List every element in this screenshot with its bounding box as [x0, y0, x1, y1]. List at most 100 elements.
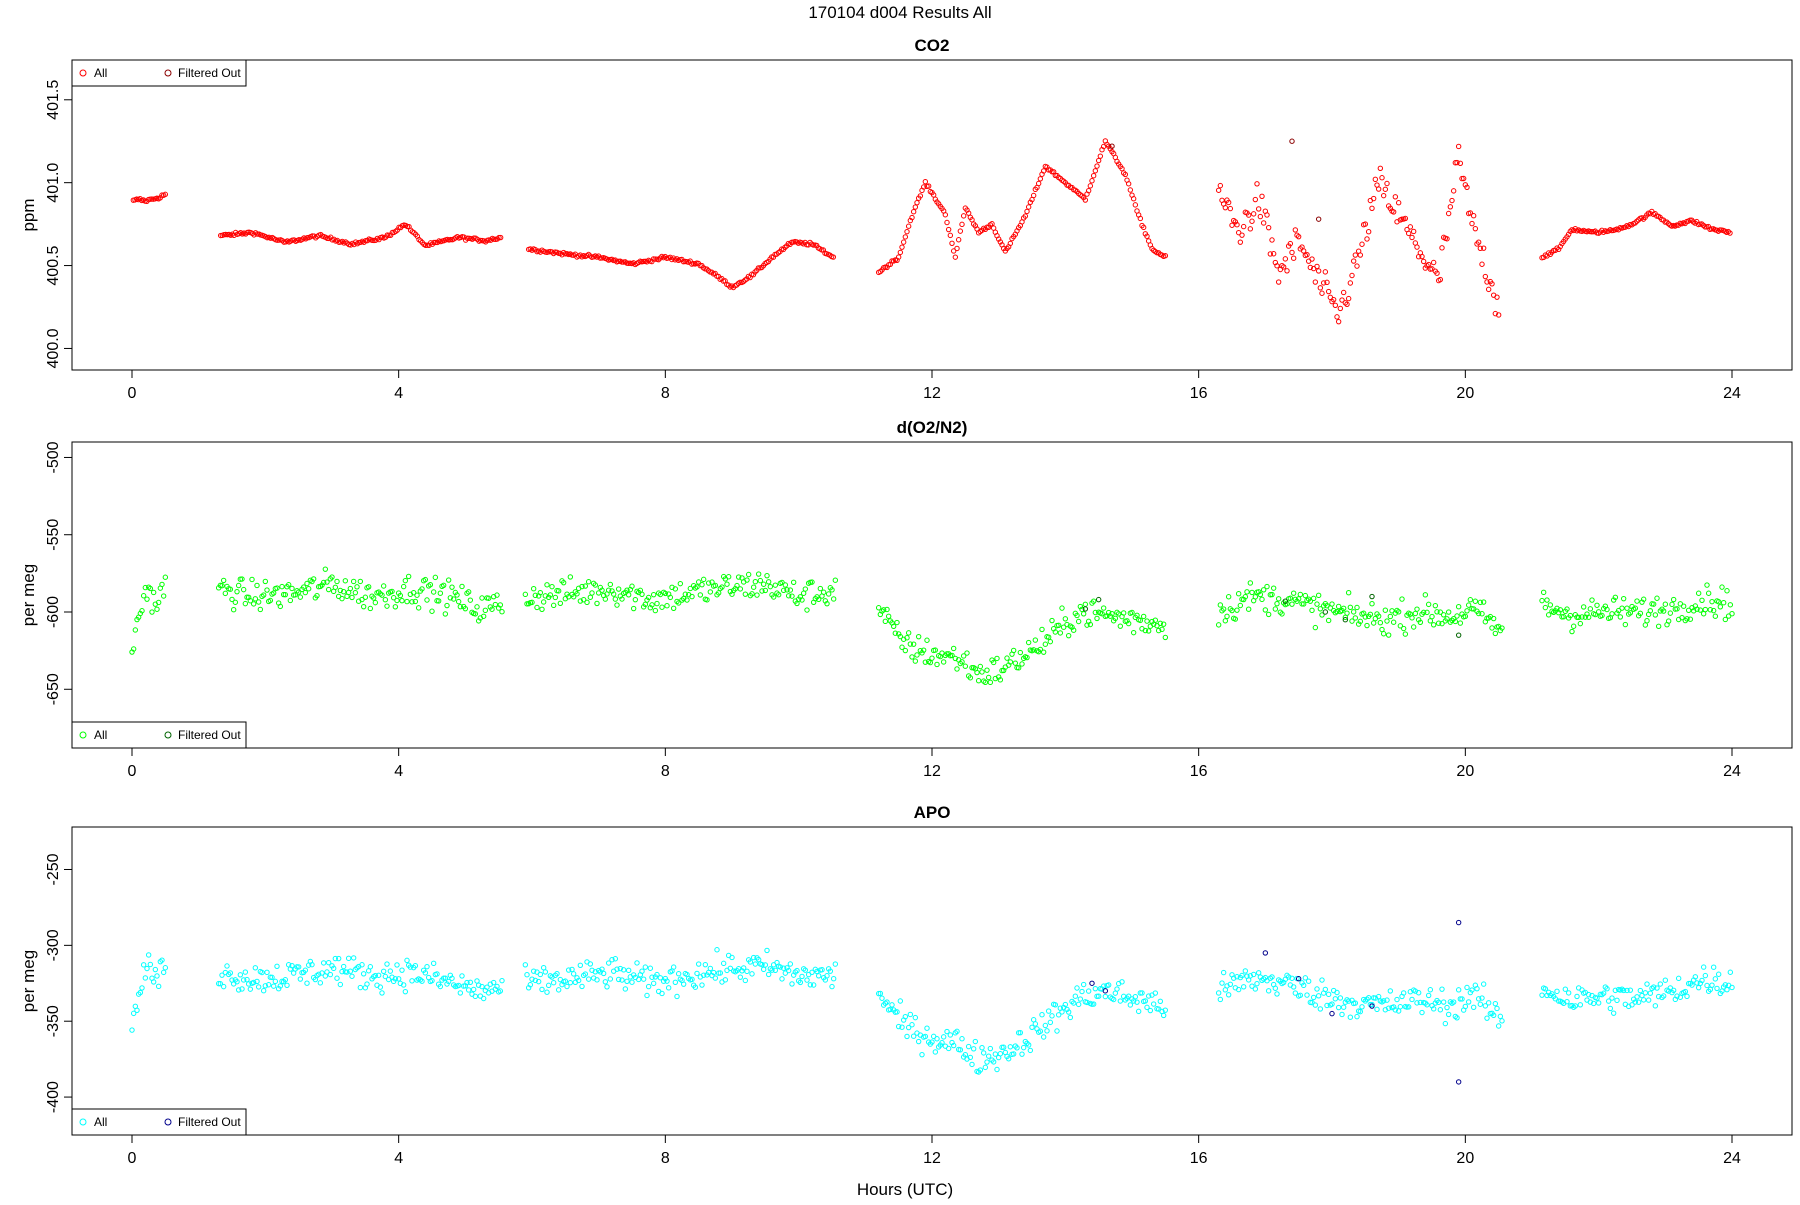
data-point — [1654, 985, 1660, 991]
data-point — [1274, 263, 1280, 269]
data-point — [1437, 609, 1444, 615]
data-point — [1455, 143, 1462, 150]
data-point — [1499, 1018, 1505, 1024]
data-point — [1159, 626, 1165, 633]
data-point — [1040, 649, 1047, 655]
data-point — [897, 633, 904, 640]
data-point — [1100, 605, 1107, 611]
data-point — [624, 978, 630, 985]
data-point — [529, 599, 535, 606]
data-point — [1035, 180, 1042, 187]
data-point — [262, 578, 269, 585]
data-point — [1620, 987, 1627, 994]
data-point — [1249, 983, 1255, 989]
data-point — [969, 664, 975, 671]
data-point — [895, 1023, 902, 1030]
data-point — [1250, 211, 1257, 217]
data-point — [1280, 264, 1287, 270]
data-point — [219, 972, 225, 978]
data-point — [142, 975, 149, 981]
data-point — [284, 982, 290, 989]
data-point — [1042, 1022, 1049, 1029]
data-point — [1445, 210, 1452, 217]
data-point — [1435, 620, 1442, 626]
data-point — [912, 658, 919, 664]
data-point — [404, 598, 410, 605]
data-point — [1275, 279, 1282, 285]
data-point — [670, 964, 677, 970]
data-point — [1662, 977, 1669, 983]
data-point — [250, 979, 257, 986]
data-point — [830, 596, 837, 602]
data-point — [1052, 1002, 1059, 1008]
data-point — [1715, 599, 1722, 605]
data-point — [1539, 992, 1545, 998]
data-point — [1222, 618, 1229, 624]
data-point — [1627, 987, 1634, 993]
data-point — [445, 978, 452, 985]
plot-frame — [71, 441, 1793, 749]
data-point — [622, 986, 629, 992]
data-point — [895, 254, 902, 260]
data-point — [147, 961, 154, 968]
data-point — [1595, 1000, 1602, 1006]
data-point — [1339, 1011, 1345, 1018]
data-point — [909, 1022, 915, 1028]
data-point — [1037, 1028, 1044, 1034]
data-point — [334, 578, 340, 585]
data-point — [1397, 623, 1404, 629]
data-point — [1037, 646, 1044, 653]
data-point — [610, 591, 617, 597]
data-point — [897, 998, 904, 1004]
data-point — [932, 1049, 939, 1055]
data-point — [429, 977, 435, 984]
x-tick-label: 16 — [1190, 763, 1208, 780]
data-point — [337, 587, 344, 594]
data-point — [1580, 604, 1587, 610]
data-point — [570, 594, 577, 600]
data-point — [1444, 1004, 1450, 1011]
data-point — [1305, 978, 1312, 984]
data-point — [929, 655, 935, 661]
data-point — [977, 1067, 984, 1073]
data-point — [830, 976, 837, 982]
data-point — [1572, 1003, 1579, 1009]
data-point — [944, 1028, 950, 1035]
data-point — [585, 579, 592, 585]
data-point — [952, 254, 959, 260]
data-point — [1259, 193, 1265, 199]
data-point — [1547, 602, 1554, 608]
x-tick-label: 24 — [1723, 1150, 1741, 1167]
data-point — [392, 604, 399, 610]
data-point — [1010, 1051, 1017, 1057]
data-point — [1269, 591, 1275, 598]
data-point — [549, 583, 555, 590]
data-point — [234, 979, 240, 985]
data-point — [1384, 997, 1390, 1003]
data-point — [820, 589, 827, 595]
data-point — [639, 968, 645, 974]
data-point — [1047, 1019, 1054, 1026]
data-point — [1455, 604, 1462, 610]
data-point — [150, 589, 157, 596]
data-point — [1272, 606, 1279, 612]
data-point — [399, 597, 405, 604]
data-point — [349, 594, 355, 601]
data-point — [939, 1039, 945, 1046]
data-point — [470, 986, 477, 993]
data-point — [142, 584, 149, 591]
data-point — [1727, 969, 1734, 975]
data-point — [1357, 1008, 1364, 1015]
data-point — [644, 992, 650, 999]
data-point — [750, 584, 757, 590]
data-point — [257, 606, 264, 613]
data-point — [435, 598, 442, 604]
data-point — [1220, 606, 1227, 612]
data-point — [1249, 589, 1255, 596]
data-point — [915, 1038, 922, 1045]
filtered-point — [1369, 593, 1375, 600]
data-point — [1494, 294, 1500, 300]
data-point — [1475, 996, 1482, 1002]
data-point — [1695, 984, 1702, 991]
data-point — [619, 259, 625, 265]
